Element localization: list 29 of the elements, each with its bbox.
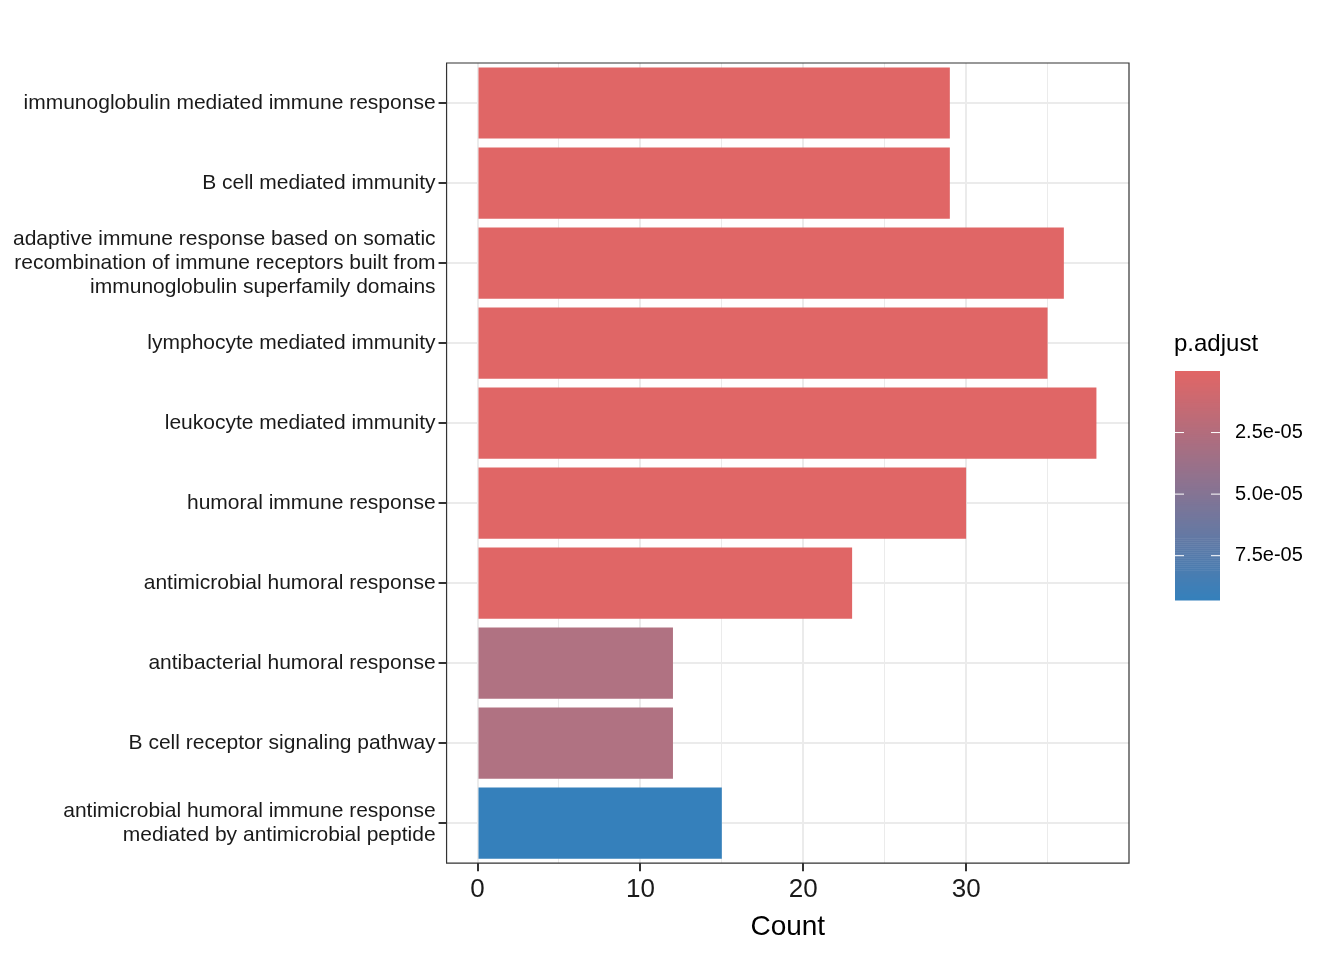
y-tick-label: B cell mediated immunity — [202, 169, 437, 193]
bar — [478, 387, 1097, 459]
bar — [478, 547, 853, 619]
x-tick-label: 20 — [788, 872, 818, 903]
x-tick-label: 0 — [470, 872, 485, 903]
bar — [478, 147, 950, 219]
color-bar-label: 2.5e-05 — [1235, 420, 1303, 443]
bar — [478, 627, 673, 699]
bar — [478, 227, 1064, 299]
y-tick-label: leukocyte mediated immunity — [164, 409, 437, 433]
x-axis-title: Count — [750, 909, 826, 941]
bar — [478, 787, 722, 859]
bar — [478, 67, 950, 139]
y-tick-label: antibacterial humoral response — [148, 649, 436, 673]
y-tick-label: antimicrobial humoral immune response mediated by antimicrobial peptide — [63, 797, 436, 846]
y-tick-label: adaptive immune response based on somatic recombination of immune receptors built from immunoglobulin superfamily domains — [13, 225, 436, 297]
x-tick-label: 30 — [951, 872, 981, 903]
y-tick-label: lymphocyte mediated immunity — [147, 329, 437, 353]
y-tick-label: humoral immune response — [186, 489, 436, 513]
bar — [478, 707, 673, 779]
bar — [478, 467, 967, 539]
color-bar-label: 7.5e-05 — [1235, 543, 1303, 566]
x-tick-label: 10 — [625, 872, 655, 903]
bar — [478, 307, 1048, 379]
color-bar-label: 5.0e-05 — [1235, 481, 1303, 504]
y-tick-label: antimicrobial humoral response — [143, 569, 436, 593]
y-tick-label: immunoglobulin mediated immune response — [23, 89, 436, 113]
y-tick-label: B cell receptor signaling pathway — [128, 729, 437, 753]
color-bar-title: p.adjust — [1174, 329, 1259, 356]
